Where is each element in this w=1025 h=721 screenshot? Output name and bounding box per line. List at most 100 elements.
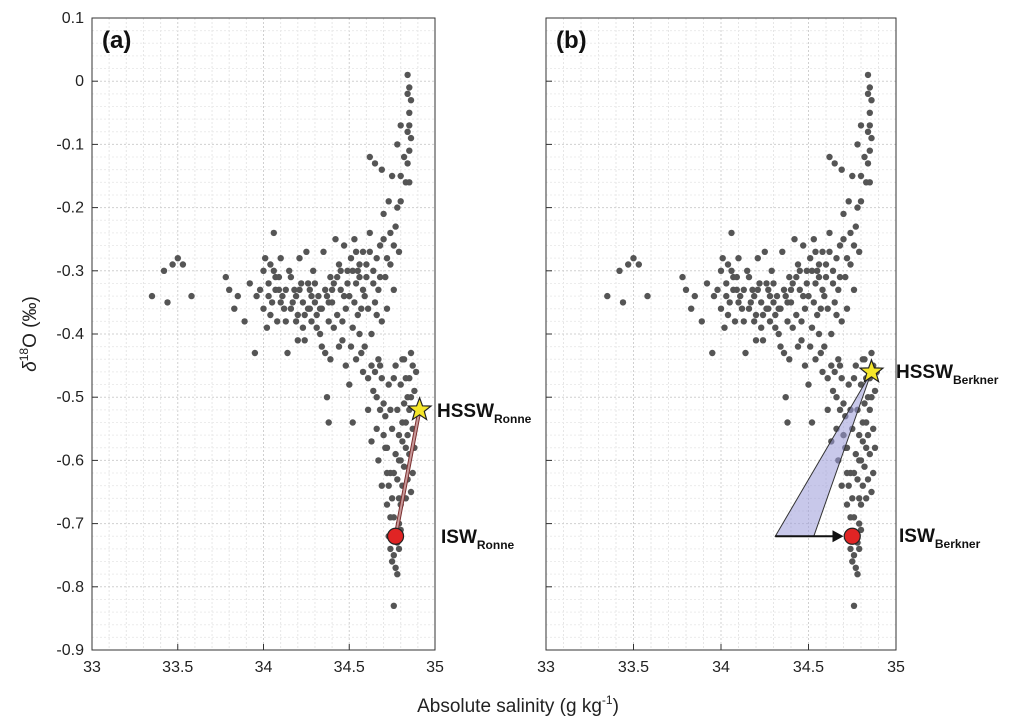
data-point xyxy=(406,147,413,154)
data-point xyxy=(849,558,856,565)
data-point xyxy=(847,545,854,553)
data-point xyxy=(786,356,793,363)
data-point xyxy=(770,280,777,287)
data-point xyxy=(866,84,873,91)
data-point xyxy=(793,311,800,319)
data-point xyxy=(782,292,789,300)
data-point xyxy=(733,286,740,293)
data-point xyxy=(397,172,404,180)
data-point xyxy=(829,280,837,287)
x-tick-label: 33.5 xyxy=(162,659,193,676)
data-point xyxy=(404,128,411,135)
data-point xyxy=(315,292,322,300)
data-point xyxy=(807,255,814,262)
data-point xyxy=(751,318,758,325)
data-point xyxy=(710,292,718,300)
data-point xyxy=(751,292,758,300)
data-point xyxy=(291,286,298,293)
data-point xyxy=(397,122,404,129)
data-point xyxy=(294,311,301,319)
data-point xyxy=(287,305,295,312)
data-point xyxy=(308,292,315,300)
data-point xyxy=(864,128,872,135)
data-point xyxy=(857,501,865,508)
data-point xyxy=(375,457,382,464)
data-point xyxy=(395,431,403,439)
data-point xyxy=(821,343,828,350)
data-point xyxy=(330,324,337,331)
data-point xyxy=(737,292,744,300)
data-point xyxy=(373,255,380,262)
data-point xyxy=(805,292,812,300)
data-point xyxy=(840,400,847,407)
data-point xyxy=(267,311,274,319)
panel-a-x-ticks: 33 33.5 34 34.5 35 xyxy=(83,644,444,676)
data-point xyxy=(268,299,276,306)
panel-a-y-ticks: 0.1 0 -0.1 -0.2 -0.3 -0.4 -0.5 -0.6 -0.7 -0.8 -0.9 xyxy=(56,10,98,659)
data-point xyxy=(382,273,389,281)
data-point xyxy=(277,255,284,262)
data-point xyxy=(793,273,800,281)
panel-a-hssw-label: HSSWRonne xyxy=(437,401,532,426)
data-point xyxy=(619,299,627,306)
data-point xyxy=(745,273,753,281)
data-point xyxy=(322,349,329,357)
data-point xyxy=(316,305,324,312)
data-point xyxy=(840,210,847,218)
data-point xyxy=(726,299,733,306)
data-point xyxy=(698,318,705,325)
data-point xyxy=(325,299,332,306)
data-point xyxy=(740,286,747,293)
y-tick-label: -0.9 xyxy=(56,642,84,659)
data-point xyxy=(724,261,732,268)
data-point xyxy=(407,97,415,104)
data-point xyxy=(814,311,821,319)
data-point xyxy=(775,330,782,338)
data-point xyxy=(376,273,384,281)
panel-a-label: (a) xyxy=(102,27,131,54)
data-point xyxy=(339,318,346,325)
data-point xyxy=(272,273,279,281)
data-point xyxy=(717,267,725,274)
data-point xyxy=(267,261,274,268)
data-point xyxy=(815,330,823,338)
x-tick-label: 33 xyxy=(537,659,555,676)
data-point xyxy=(791,236,798,243)
data-point xyxy=(745,305,753,312)
data-point xyxy=(625,261,632,268)
data-point xyxy=(246,280,253,287)
data-point xyxy=(368,330,375,338)
data-point xyxy=(752,337,760,344)
y-tick-label: -0.4 xyxy=(56,326,84,343)
data-point xyxy=(287,273,295,281)
data-point xyxy=(866,109,873,117)
data-point xyxy=(378,166,385,173)
data-point xyxy=(296,286,303,293)
data-point xyxy=(373,311,380,319)
data-point xyxy=(866,147,873,154)
data-point xyxy=(397,457,404,464)
data-point xyxy=(856,545,863,553)
data-point xyxy=(717,305,725,312)
data-point xyxy=(796,267,803,274)
data-point xyxy=(399,356,406,363)
data-point xyxy=(188,292,195,300)
x-tick-label: 35 xyxy=(887,659,905,676)
data-point xyxy=(843,305,851,312)
data-point xyxy=(787,286,795,293)
data-point xyxy=(279,292,286,300)
data-point xyxy=(383,444,391,451)
data-point xyxy=(864,431,872,439)
data-point xyxy=(850,286,858,293)
data-point xyxy=(842,273,849,281)
data-point xyxy=(280,305,288,312)
data-point xyxy=(871,444,879,451)
data-point xyxy=(387,514,394,521)
data-point xyxy=(301,311,308,319)
data-point xyxy=(829,267,837,274)
x-tick-label: 34.5 xyxy=(334,659,365,676)
data-point xyxy=(784,318,791,325)
data-point xyxy=(747,299,754,306)
data-point xyxy=(383,255,391,262)
